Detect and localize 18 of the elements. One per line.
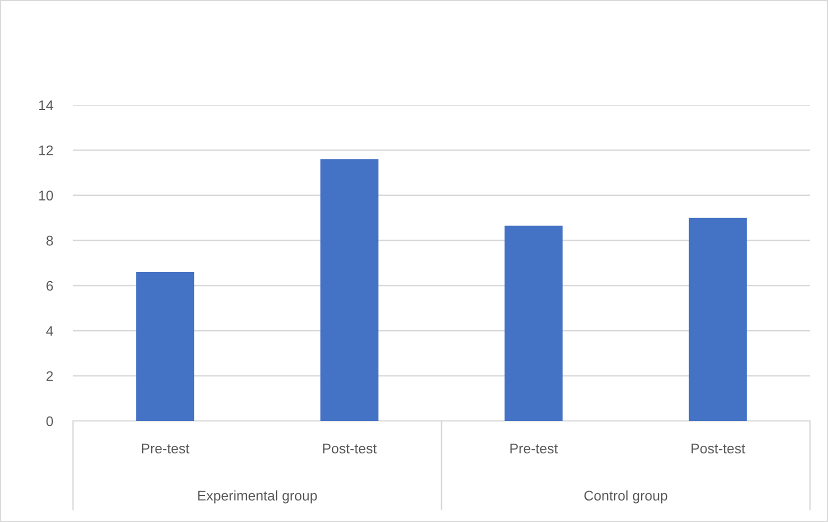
y-tick-label: 2 (46, 371, 53, 381)
bar (320, 159, 378, 421)
x-tick-label: Post-test (692, 444, 746, 454)
y-tick-label: 10 (39, 190, 54, 200)
bar (136, 272, 194, 421)
bar (688, 218, 747, 421)
text: Control group (584, 490, 668, 504)
x-tick-label: Post-test (323, 444, 377, 454)
y-tick-label: 14 (39, 100, 54, 110)
x-tick-label: Pre-test (142, 444, 190, 454)
y-tick-label: 6 (46, 280, 53, 291)
bar (504, 226, 563, 421)
y-tick-label: 12 (39, 145, 53, 156)
y-tick-label: 4 (46, 326, 54, 336)
y-tick-label: 0 (46, 416, 54, 426)
text: Experimental group (198, 490, 317, 504)
y-tick-label: 8 (46, 236, 53, 246)
x-tick-label: Pre-test (510, 444, 558, 454)
